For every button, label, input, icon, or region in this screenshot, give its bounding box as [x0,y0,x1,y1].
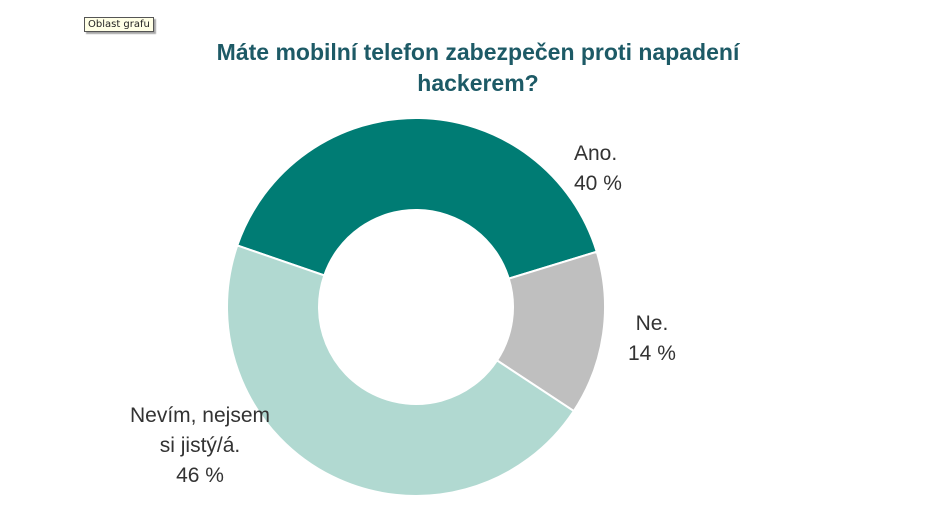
chart-area-tooltip: Oblast grafu [84,17,154,32]
slice-label-ne: Ne. 14 % [628,309,676,369]
slice-value-ne: 14 % [628,342,676,365]
slice-value-nevim: 46 % [176,464,224,487]
slice-nevim[interactable] [226,244,576,497]
chart-title: Máte mobilní telefon zabezpečen proti na… [216,39,740,96]
slice-category-ano: Ano. [574,142,618,165]
slice-value-ano: 40 % [574,172,622,195]
slice-ano[interactable] [236,117,598,280]
slice-category-nevim-line1: Nevím, nejsem [129,404,271,427]
slice-label-nevim: Nevím, nejsem si jistý/á. 46 % [100,401,300,491]
slice-category-nevim-line2: si jistý/á. [159,434,241,457]
slice-label-ano: Ano. 40 % [574,139,622,199]
slice-category-ne: Ne. [635,312,669,335]
